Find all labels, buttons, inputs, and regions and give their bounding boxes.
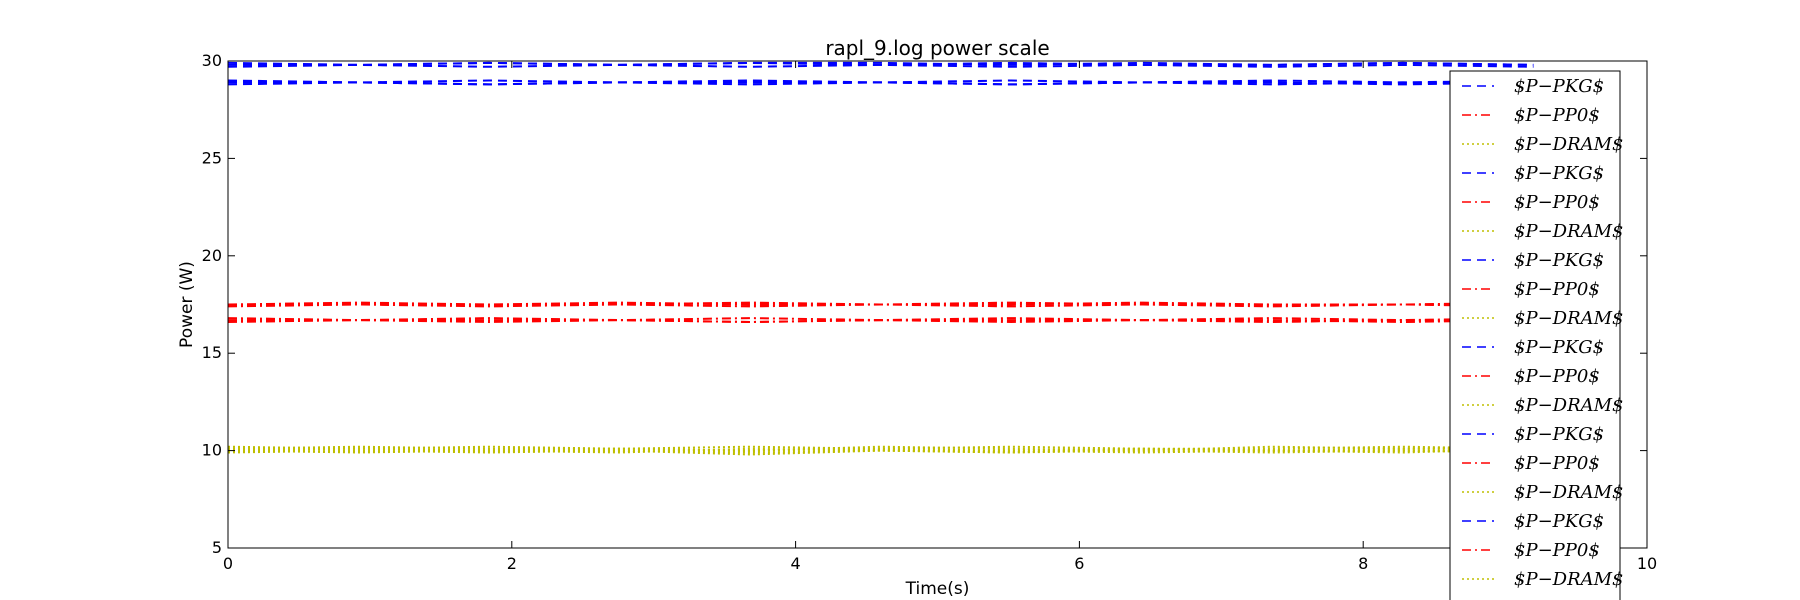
y-tick-label: 5 [212,538,222,557]
series-line-16 [228,81,1534,86]
y-tick-label: 10 [202,441,222,460]
y-tick-label: 15 [202,343,222,362]
x-tick-label: 6 [1074,554,1084,573]
legend-box [1449,70,1621,600]
legend-entry: $P−DRAM$ [1462,482,1624,503]
legend-entry: $P−DRAM$ [1462,308,1624,329]
legend-entry: $P−PP0$ [1462,105,1600,126]
x-tick-label: 10 [1637,554,1657,573]
legend-label: $P−PP0$ [1514,192,1600,213]
x-tick-label: 0 [223,554,233,573]
x-tick-label: 8 [1358,554,1368,573]
legend-entry: $P−PKG$ [1462,511,1604,532]
legend-entry: $P−PP0$ [1462,279,1600,300]
series-line-17 [228,319,1534,324]
y-tick-label: 30 [202,51,222,70]
y-tick-label: 20 [202,246,222,265]
x-tick-label: 2 [507,554,517,573]
plot-area [228,61,1534,456]
legend-label: $P−PKG$ [1514,337,1604,358]
legend-entry: $P−PKG$ [1462,424,1604,445]
legend-entry: $P−PKG$ [1462,337,1604,358]
legend-label: $P−DRAM$ [1514,134,1624,155]
legend: $P−PKG$ $P−PP0$ $P−DRAM$ $P−PKG$ $P−PP0$ $P−D… [1449,70,1624,600]
legend-label: $P−PKG$ [1514,163,1604,184]
legend-label: $P−PKG$ [1514,76,1604,97]
legend-entry: $P−DRAM$ [1462,134,1624,155]
legend-entry: $P−DRAM$ [1462,221,1624,242]
legend-label: $P−PP0$ [1514,540,1600,561]
legend-entry: $P−PKG$ [1462,163,1604,184]
y-axis-label: Power (W) [177,261,197,348]
legend-label: $P−PP0$ [1514,279,1600,300]
legend-label: $P−PKG$ [1514,511,1604,532]
legend-entry: $P−PP0$ [1462,453,1600,474]
legend-label: $P−DRAM$ [1514,569,1624,590]
legend-label: $P−PP0$ [1514,366,1600,387]
legend-label: $P−DRAM$ [1514,221,1624,242]
legend-label: $P−PP0$ [1514,105,1600,126]
legend-label: $P−DRAM$ [1514,395,1624,416]
legend-entry: $P−PP0$ [1462,366,1600,387]
series-line-13 [228,61,1534,66]
legend-label: $P−PKG$ [1514,424,1604,445]
x-tick-label: 4 [791,554,801,573]
legend-entry: $P−PKG$ [1462,250,1604,271]
series-line-7 [228,63,1534,68]
x-axis-label: Time(s) [905,579,970,599]
y-tick-label: 25 [202,148,222,167]
legend-label: $P−PKG$ [1514,250,1604,271]
legend-label: $P−PP0$ [1514,453,1600,474]
axes-frame [227,60,1648,549]
legend-entry: $P−DRAM$ [1462,569,1624,590]
legend-label: $P−DRAM$ [1514,482,1624,503]
legend-entry: $P−PP0$ [1462,540,1600,561]
legend-entry: $P−PP0$ [1462,192,1600,213]
legend-entry: $P−DRAM$ [1462,395,1624,416]
chart-title: rapl_9.log power scale [825,36,1049,60]
legend-entry: $P−PKG$ [1462,76,1604,97]
legend-label: $P−DRAM$ [1514,308,1624,329]
series-line-14 [228,301,1534,306]
ticks: 0 2 4 6 8 10 5 10 15 20 25 30 [202,51,1658,573]
